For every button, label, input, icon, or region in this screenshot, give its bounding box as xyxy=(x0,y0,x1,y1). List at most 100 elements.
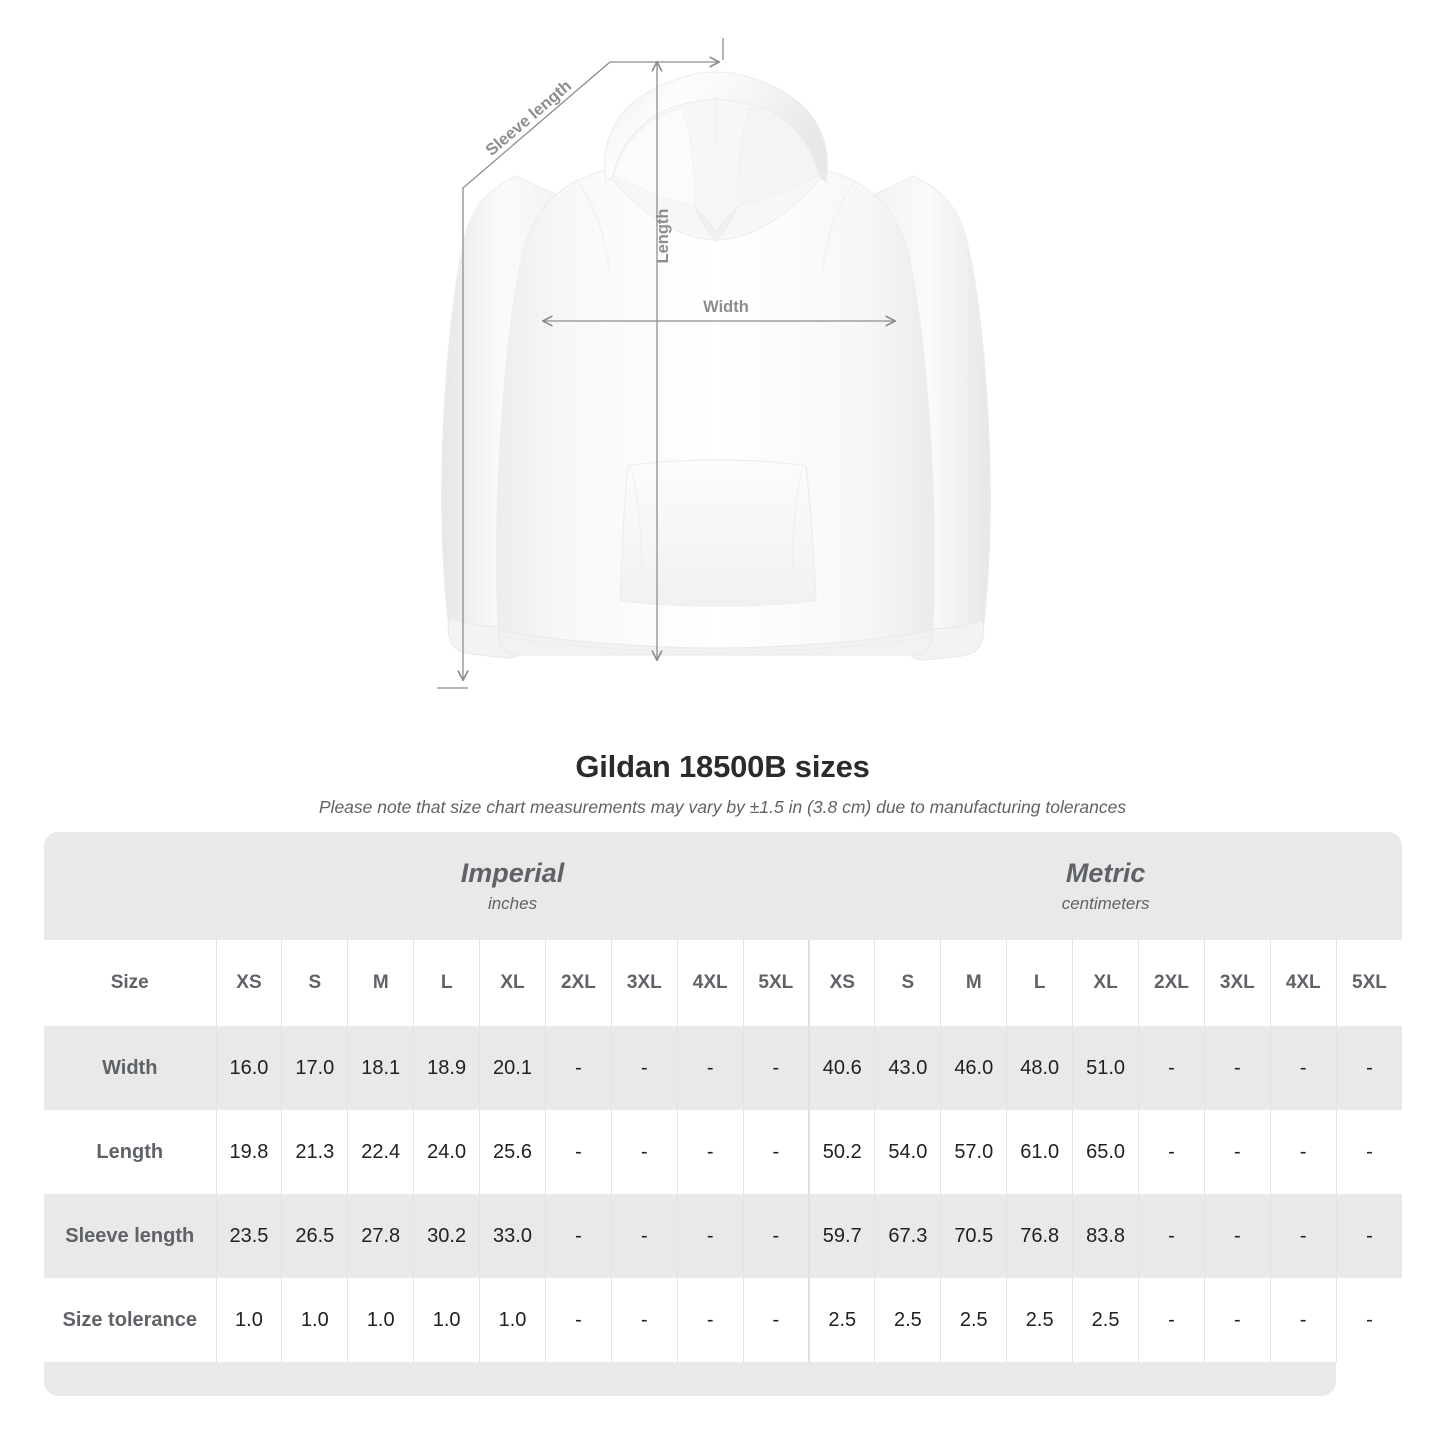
cell-width-imperial-xs: 16.0 xyxy=(215,1026,282,1110)
cell-width-metric-l: 48.0 xyxy=(1006,1026,1073,1110)
cell-length-metric-4xl: - xyxy=(1269,1110,1337,1194)
cell-tolerance-metric-m: 2.5 xyxy=(940,1278,1007,1362)
cell-tolerance-metric-xl: 2.5 xyxy=(1072,1278,1139,1362)
table-row: Sleeve length 23.5 26.5 27.8 30.2 33.0 -… xyxy=(44,1194,1403,1278)
size-header-imperial-xl: XL xyxy=(479,940,546,1026)
cell-sleeve-metric-xl: 83.8 xyxy=(1072,1194,1139,1278)
cell-width-metric-xs: 40.6 xyxy=(808,1026,875,1110)
cell-width-imperial-3xl: - xyxy=(610,1026,678,1110)
cell-sleeve-metric-5xl: - xyxy=(1335,1194,1403,1278)
cell-width-imperial-s: 17.0 xyxy=(281,1026,348,1110)
size-table-container: Imperial inches Metric centimeters Size … xyxy=(44,832,1403,1396)
cell-sleeve-imperial-s: 26.5 xyxy=(281,1194,348,1278)
length-label: Length xyxy=(654,209,672,264)
cell-sleeve-imperial-m: 27.8 xyxy=(347,1194,414,1278)
cell-width-imperial-l: 18.9 xyxy=(413,1026,480,1110)
cell-length-metric-xs: 50.2 xyxy=(808,1110,875,1194)
measurement-guides xyxy=(437,38,895,689)
cell-sleeve-metric-l: 76.8 xyxy=(1006,1194,1073,1278)
cell-length-metric-2xl: - xyxy=(1138,1110,1205,1194)
cell-tolerance-metric-l: 2.5 xyxy=(1006,1278,1073,1362)
size-header-metric-5xl: 5XL xyxy=(1335,940,1403,1026)
sleeve-length-guide xyxy=(437,38,724,689)
cell-width-imperial-4xl: - xyxy=(676,1026,744,1110)
cell-length-imperial-2xl: - xyxy=(544,1110,612,1194)
cell-width-metric-xl: 51.0 xyxy=(1072,1026,1139,1110)
cell-width-metric-s: 43.0 xyxy=(874,1026,941,1110)
cell-length-imperial-5xl: - xyxy=(742,1110,810,1194)
sleeve-length-label: Sleeve length xyxy=(482,77,575,160)
table-footer-row xyxy=(44,1362,1402,1396)
size-header-imperial-5xl: 5XL xyxy=(742,940,810,1026)
metric-sub: centimeters xyxy=(1061,893,1150,913)
cell-length-imperial-l: 24.0 xyxy=(413,1110,480,1194)
cell-tolerance-metric-5xl: - xyxy=(1335,1278,1403,1362)
row-label-sleeve-length: Sleeve length xyxy=(44,1194,216,1278)
row-label-size-tolerance: Size tolerance xyxy=(44,1278,216,1362)
width-label: Width xyxy=(703,298,749,316)
cell-width-metric-3xl: - xyxy=(1203,1026,1271,1110)
cell-sleeve-imperial-5xl: - xyxy=(742,1194,810,1278)
cell-tolerance-imperial-3xl: - xyxy=(610,1278,678,1362)
cell-sleeve-metric-s: 67.3 xyxy=(874,1194,941,1278)
cell-width-metric-m: 46.0 xyxy=(940,1026,1007,1110)
cell-length-imperial-xl: 25.6 xyxy=(479,1110,546,1194)
cell-tolerance-imperial-2xl: - xyxy=(544,1278,612,1362)
cell-sleeve-metric-m: 70.5 xyxy=(940,1194,1007,1278)
row-label-length: Length xyxy=(44,1110,216,1194)
cell-sleeve-metric-2xl: - xyxy=(1138,1194,1205,1278)
unit-header-imperial: Imperial inches xyxy=(216,832,810,940)
tolerance-note: Please note that size chart measurements… xyxy=(318,797,1127,817)
size-header-row: Size XS S M L XL 2XL 3XL 4XL 5XL XS S M … xyxy=(44,940,1403,1026)
cell-width-imperial-5xl: - xyxy=(742,1026,810,1110)
cell-length-metric-5xl: - xyxy=(1335,1110,1403,1194)
cell-tolerance-imperial-s: 1.0 xyxy=(281,1278,348,1362)
cell-width-metric-2xl: - xyxy=(1138,1026,1205,1110)
cell-tolerance-metric-2xl: - xyxy=(1138,1278,1205,1362)
imperial-name: Imperial xyxy=(460,857,565,888)
size-header-imperial-m: M xyxy=(347,940,414,1026)
table-row: Size tolerance 1.0 1.0 1.0 1.0 1.0 - - -… xyxy=(44,1278,1403,1362)
cell-tolerance-imperial-xl: 1.0 xyxy=(479,1278,546,1362)
size-header-metric-s: S xyxy=(874,940,941,1026)
cell-length-metric-3xl: - xyxy=(1203,1110,1271,1194)
cell-sleeve-imperial-3xl: - xyxy=(610,1194,678,1278)
size-header-metric-xl: XL xyxy=(1072,940,1139,1026)
cell-sleeve-imperial-4xl: - xyxy=(676,1194,744,1278)
size-header-metric-3xl: 3XL xyxy=(1203,940,1271,1026)
cell-tolerance-metric-4xl: - xyxy=(1269,1278,1337,1362)
cell-tolerance-imperial-4xl: - xyxy=(676,1278,744,1362)
cell-sleeve-metric-xs: 59.7 xyxy=(808,1194,875,1278)
cell-length-imperial-xs: 19.8 xyxy=(215,1110,282,1194)
size-header-metric-4xl: 4XL xyxy=(1269,940,1337,1026)
unit-header-row: Imperial inches Metric centimeters xyxy=(44,832,1403,940)
unit-header-metric: Metric centimeters xyxy=(809,832,1403,940)
hoodie-illustration xyxy=(441,71,991,661)
cell-tolerance-metric-xs: 2.5 xyxy=(808,1278,875,1362)
size-header-imperial-2xl: 2XL xyxy=(544,940,612,1026)
cell-length-imperial-4xl: - xyxy=(676,1110,744,1194)
page-title: Gildan 18500B sizes xyxy=(575,749,870,784)
title-block: Gildan 18500B sizes Please note that siz… xyxy=(0,748,1445,818)
cell-length-metric-xl: 65.0 xyxy=(1072,1110,1139,1194)
cell-length-imperial-s: 21.3 xyxy=(281,1110,348,1194)
column-header-size: Size xyxy=(44,940,216,1026)
cell-width-imperial-2xl: - xyxy=(544,1026,612,1110)
cell-sleeve-imperial-xs: 23.5 xyxy=(215,1194,282,1278)
metric-name: Metric xyxy=(1065,857,1146,888)
size-header-imperial-3xl: 3XL xyxy=(610,940,678,1026)
cell-tolerance-imperial-5xl: - xyxy=(742,1278,810,1362)
cell-length-metric-l: 61.0 xyxy=(1006,1110,1073,1194)
cell-sleeve-imperial-l: 30.2 xyxy=(413,1194,480,1278)
size-header-imperial-l: L xyxy=(413,940,480,1026)
imperial-sub: inches xyxy=(487,893,538,913)
size-header-imperial-4xl: 4XL xyxy=(676,940,744,1026)
cell-length-imperial-3xl: - xyxy=(610,1110,678,1194)
cell-width-metric-5xl: - xyxy=(1335,1026,1403,1110)
table-footer-left xyxy=(44,1362,216,1396)
cell-tolerance-metric-s: 2.5 xyxy=(874,1278,941,1362)
cell-width-imperial-m: 18.1 xyxy=(347,1026,414,1110)
cell-sleeve-imperial-xl: 33.0 xyxy=(479,1194,546,1278)
cell-tolerance-imperial-m: 1.0 xyxy=(347,1278,414,1362)
